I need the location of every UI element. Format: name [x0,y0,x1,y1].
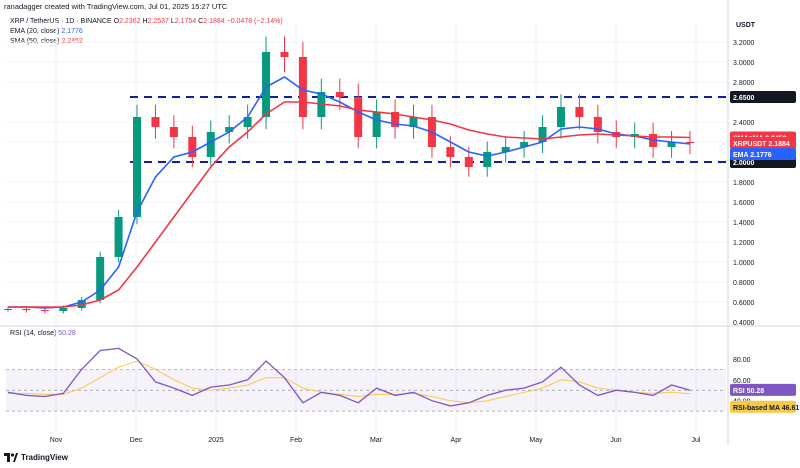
candle-body [575,107,584,117]
price-tick-label: 3.0000 [733,60,755,67]
candle-body [520,142,529,147]
candle-body [556,107,565,127]
ohlc-high-value: 2.2537 [147,18,169,25]
ema-value: 2.1776 [61,28,83,35]
brand-name: TradingView [21,453,68,462]
lower-level-tag: 2.0000 [733,160,755,167]
price-tick-label: 0.8000 [733,280,755,287]
price-tick-label: 1.8000 [733,180,755,187]
price-tick-label: 1.4000 [733,220,755,227]
candle-body [686,142,694,143]
candle-body [133,117,142,217]
candle-body [501,147,510,152]
currency-label: USDT [736,22,756,29]
ohlc-low-value: 2.1754 [174,18,197,25]
rsi-ma-tag: RSI-based MA 46.61 [733,405,799,412]
rsi-legend[interactable]: RSI (14, close) 50.28 [10,330,76,337]
time-tick-label: Jun [610,437,621,444]
time-tick-label: Mar [370,437,383,444]
price-tick-label: 1.2000 [733,240,755,247]
candle-body [280,52,289,57]
price-tick-label: 0.6000 [733,300,755,307]
candle-body [538,127,547,142]
time-tick-label: 2025 [208,437,224,444]
candle-body [262,52,271,117]
ema-tag: EMA 2.1776 [733,152,772,159]
candle-body [391,112,400,127]
candle-body [298,57,307,117]
candle-body [593,117,602,132]
ohlc-close-key: C [198,18,204,25]
rsi-tag: RSI 50.28 [733,388,764,395]
candle-body [206,132,215,157]
ohlc-low-key: L [170,18,175,25]
candle-body [372,112,381,137]
price-tick-label: 2.4000 [733,120,755,127]
price-tick-label: 1.6000 [733,200,755,207]
candle-body [225,127,234,132]
time-tick-label: Apr [451,437,463,444]
candle-body [409,117,418,127]
candle-body [483,152,492,167]
change-value: −0.0478 (−2.14%) [226,18,283,25]
symbol-price-tag: XRPUSDT 2.1884 [733,141,790,148]
rsi-tick-label: 60.00 [733,378,751,385]
candle-body [667,142,676,147]
ohlc-close-value: 2.1884 [203,18,225,25]
ohlc-open-key: O [113,18,120,25]
rsi-ma-tag-bg [730,400,796,413]
candle-body [354,97,363,137]
candle-body [40,310,49,311]
ohlc-high-key: H [142,18,148,25]
ema-label: EMA (20, close) [10,28,60,35]
candle-body [169,127,178,137]
ema-tag-bg [730,148,796,160]
rsi-label: RSI (14, close) [10,330,57,337]
symbol-row: XRP / TetherUS · 1D · BINANCE O2.2362 H2… [10,17,283,27]
time-tick-label: Jul [692,437,701,444]
sma-line [8,101,691,308]
time-tick-label: Feb [290,437,302,444]
candle-body [114,217,123,257]
price-tick-label: 0.4000 [733,320,755,327]
symbol-line: XRP / TetherUS · 1D · BINANCE [10,18,112,25]
time-tick-label: Dec [130,437,143,444]
candle-body [96,257,105,300]
price-tick-label: 3.2000 [733,40,755,47]
candle-body [446,147,455,157]
upper-level-tag-bg [730,91,796,103]
candle-body [464,157,473,167]
ohlc-open-value: 2.2362 [119,18,141,25]
rsi-tick-label: 80.00 [733,357,751,364]
tradingview-icon [4,453,18,462]
chart-caption: ranadagger created with TradingView.com,… [4,2,228,11]
rsi-line [7,347,691,407]
candle-body [188,137,197,157]
candle-body [151,117,160,127]
candle-body [335,92,344,97]
time-tick-label: May [529,437,543,444]
price-tick-label: 1.0000 [733,260,755,267]
price-tick-label: 2.8000 [733,80,755,87]
upper-level-tag: 2.6500 [733,95,755,102]
ema-row[interactable]: EMA (20, close) 2.1776 [10,27,283,37]
candle-body [243,117,252,127]
candle-body [59,308,68,311]
ema-line [8,76,691,309]
rsi-value: 50.28 [58,330,76,337]
rsi-tag-bg [730,383,796,396]
symbol-price-tag-bg [730,137,796,149]
candle-body [4,309,12,310]
time-tick-label: Nov [50,437,63,444]
candle-body [77,300,86,308]
tradingview-logo: TradingView [4,453,68,462]
candle-body [22,309,31,310]
